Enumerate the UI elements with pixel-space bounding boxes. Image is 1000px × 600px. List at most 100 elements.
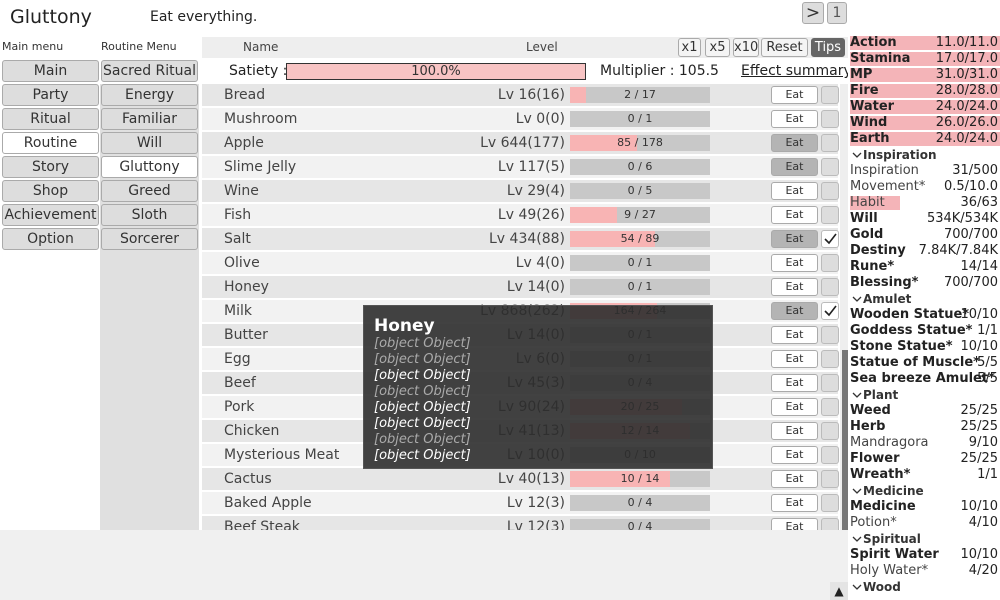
routine-menu-button[interactable]: Greed: [101, 180, 198, 202]
main-menu-button[interactable]: Party: [2, 84, 99, 106]
progress-text: 54 / 89: [620, 232, 660, 245]
eat-button[interactable]: Eat: [771, 494, 818, 512]
item-name: Salt: [224, 231, 251, 247]
checkbox[interactable]: [821, 470, 839, 488]
main-menu-button[interactable]: Ritual: [2, 108, 99, 130]
eat-button[interactable]: Eat: [771, 230, 818, 248]
routine-menu-button[interactable]: Sorcerer: [101, 228, 198, 250]
checkbox[interactable]: [821, 254, 839, 272]
status-value: 11.0/11.0: [935, 35, 998, 50]
eat-button[interactable]: Eat: [771, 302, 818, 320]
progress-text: 0 / 4: [627, 520, 653, 530]
item-name: Mysterious Meat: [224, 447, 340, 463]
routine-menu-button[interactable]: Sloth: [101, 204, 198, 226]
eat-button[interactable]: Eat: [771, 182, 818, 200]
checkbox[interactable]: [821, 206, 839, 224]
main-menu-button[interactable]: Main: [2, 60, 99, 82]
status-label: Fire: [850, 83, 879, 98]
toolbar-button[interactable]: Tips: [811, 38, 845, 57]
eat-button[interactable]: Eat: [771, 398, 818, 416]
eat-button[interactable]: Eat: [771, 86, 818, 104]
section-header[interactable]: Medicine: [863, 484, 924, 498]
checkbox[interactable]: [821, 134, 839, 152]
item-name: Butter: [224, 327, 268, 343]
status-label: Will: [850, 211, 878, 226]
progress-text: 0 / 6: [627, 160, 653, 173]
effect-summary[interactable]: Effect summary: [741, 63, 852, 79]
status-label: Herb: [850, 419, 886, 434]
checkbox[interactable]: [821, 350, 839, 368]
routine-menu-button[interactable]: Sacred Ritual: [101, 60, 198, 82]
page-button[interactable]: 1: [827, 2, 847, 24]
eat-button[interactable]: Eat: [771, 518, 818, 530]
section-header[interactable]: Amulet: [863, 292, 912, 306]
checkbox[interactable]: [821, 278, 839, 296]
progress-text: 10 / 14: [620, 472, 660, 485]
eat-button[interactable]: Eat: [771, 206, 818, 224]
checkbox[interactable]: [821, 230, 839, 248]
checkbox[interactable]: [821, 326, 839, 344]
routine-menu-button[interactable]: Familiar: [101, 108, 198, 130]
checkbox[interactable]: [821, 446, 839, 464]
status-label: Potion*: [850, 515, 897, 530]
status-bar: [850, 36, 1000, 50]
status-label: Wreath*: [850, 467, 911, 482]
check-icon: [824, 233, 837, 245]
status-label: Statue of Muscle*: [850, 355, 980, 370]
status-label: MP: [850, 67, 873, 82]
status-value: 28.0/28.0: [935, 83, 998, 98]
checkbox[interactable]: [821, 422, 839, 440]
toolbar-button[interactable]: x10: [733, 38, 759, 57]
progress-fill: [570, 135, 637, 151]
eat-button[interactable]: Eat: [771, 110, 818, 128]
eat-button[interactable]: Eat: [771, 470, 818, 488]
item-name: Cactus: [224, 471, 272, 487]
checkbox[interactable]: [821, 518, 839, 530]
main-menu-button[interactable]: Achievement: [2, 204, 99, 226]
checkbox[interactable]: [821, 302, 839, 320]
checkbox[interactable]: [821, 110, 839, 128]
status-value: 36/63: [960, 195, 998, 210]
eat-button[interactable]: Eat: [771, 422, 818, 440]
main-menu-button[interactable]: Routine: [2, 132, 99, 154]
status-label: Blessing*: [850, 275, 919, 290]
section-chevron: [852, 483, 862, 499]
eat-button[interactable]: Eat: [771, 350, 818, 368]
checkbox[interactable]: [821, 182, 839, 200]
section-header[interactable]: Inspiration: [863, 148, 937, 162]
tooltip-line: [object Object]: [374, 336, 471, 351]
checkbox[interactable]: [821, 398, 839, 416]
section-header[interactable]: Wood: [863, 580, 901, 594]
section-header[interactable]: Plant: [863, 388, 899, 402]
eat-button[interactable]: Eat: [771, 446, 818, 464]
eat-button[interactable]: Eat: [771, 254, 818, 272]
eat-button[interactable]: Eat: [771, 278, 818, 296]
toolbar-button[interactable]: Reset: [761, 38, 808, 57]
checkbox[interactable]: [821, 494, 839, 512]
eat-button[interactable]: Eat: [771, 158, 818, 176]
toolbar-button[interactable]: x1: [678, 38, 701, 57]
item-level: Lv 49(26): [497, 207, 565, 223]
routine-menu-button[interactable]: Energy: [101, 84, 198, 106]
toolbar-button[interactable]: x5: [705, 38, 730, 57]
item-name: Baked Apple: [224, 495, 312, 511]
item-name: Wine: [224, 183, 259, 199]
main-menu-button[interactable]: Story: [2, 156, 99, 178]
section-header[interactable]: Spiritual: [863, 532, 921, 546]
item-name: Olive: [224, 255, 260, 271]
section-chevron: [852, 579, 862, 595]
checkbox[interactable]: [821, 158, 839, 176]
scroll-up-button[interactable]: ▲: [830, 582, 848, 600]
eat-button[interactable]: Eat: [771, 374, 818, 392]
main-menu-button[interactable]: Shop: [2, 180, 99, 202]
routine-menu-button[interactable]: Will: [101, 132, 198, 154]
next-button[interactable]: >: [802, 2, 824, 24]
eat-button[interactable]: Eat: [771, 326, 818, 344]
routine-menu-button[interactable]: Gluttony: [101, 156, 198, 178]
status-label: Holy Water*: [850, 563, 929, 578]
eat-button[interactable]: Eat: [771, 134, 818, 152]
checkbox[interactable]: [821, 86, 839, 104]
checkbox[interactable]: [821, 374, 839, 392]
main-menu-button[interactable]: Option: [2, 228, 99, 250]
status-bar: [850, 116, 1000, 130]
